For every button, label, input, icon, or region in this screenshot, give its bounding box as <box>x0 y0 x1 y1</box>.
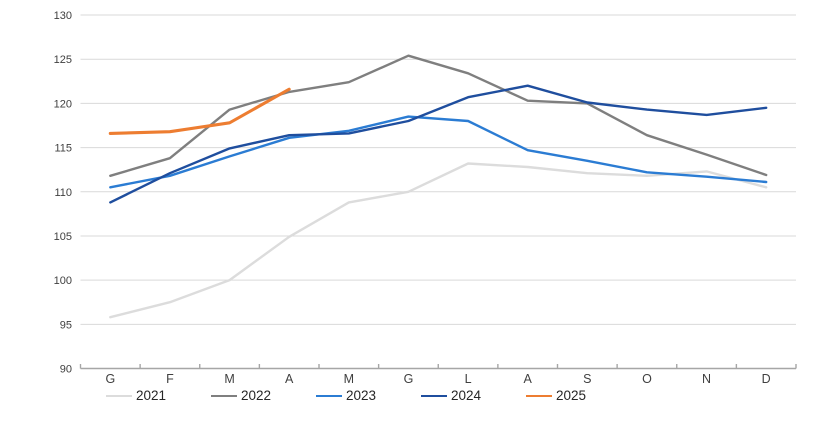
legend-item-2024: 2024 <box>421 389 526 403</box>
legend-swatch-2023 <box>316 394 342 397</box>
x-axis-label: S <box>583 372 591 386</box>
y-axis-label: 105 <box>54 231 72 243</box>
legend-item-2023: 2023 <box>316 389 421 403</box>
y-axis-label: 130 <box>54 10 72 22</box>
legend-label: 2022 <box>241 388 272 403</box>
y-axis-label: 115 <box>54 143 72 155</box>
y-axis-label: 120 <box>54 98 72 110</box>
y-axis-label: 100 <box>54 275 72 287</box>
x-axis-label: O <box>642 372 652 386</box>
legend-label: 2025 <box>556 388 587 403</box>
x-axis-label: M <box>344 372 354 386</box>
x-axis-label: D <box>762 372 771 386</box>
x-axis-label: G <box>404 372 414 386</box>
y-axis-label: 125 <box>54 54 72 66</box>
x-axis-label: G <box>105 372 115 386</box>
x-axis-label: N <box>702 372 711 386</box>
legend-label: 2021 <box>136 388 167 403</box>
legend-swatch-2025 <box>526 394 552 397</box>
x-axis-label: A <box>524 372 533 386</box>
legend-label: 2023 <box>346 388 377 403</box>
legend-swatch-2022 <box>211 394 237 397</box>
x-axis-label: L <box>465 372 472 386</box>
x-axis-label: A <box>285 372 294 386</box>
chart-legend: 2021 2022 2023 2024 2025 <box>106 389 631 403</box>
legend-label: 2024 <box>451 388 482 403</box>
y-axis-label: 95 <box>60 319 72 331</box>
y-axis-label: 110 <box>54 187 72 199</box>
legend-item-2022: 2022 <box>211 389 316 403</box>
legend-item-2025: 2025 <box>526 389 631 403</box>
legend-item-2021: 2021 <box>106 389 211 403</box>
legend-swatch-2024 <box>421 394 447 397</box>
y-axis-label: 90 <box>60 364 72 376</box>
legend-swatch-2021 <box>106 394 132 397</box>
series-line-2021 <box>109 162 768 319</box>
series-line-2024 <box>109 84 768 204</box>
series-line-2025 <box>108 87 291 135</box>
series-line-2023 <box>109 115 768 189</box>
x-axis-label: M <box>224 372 234 386</box>
x-axis-label: F <box>166 372 174 386</box>
series-line-2022 <box>109 54 768 178</box>
